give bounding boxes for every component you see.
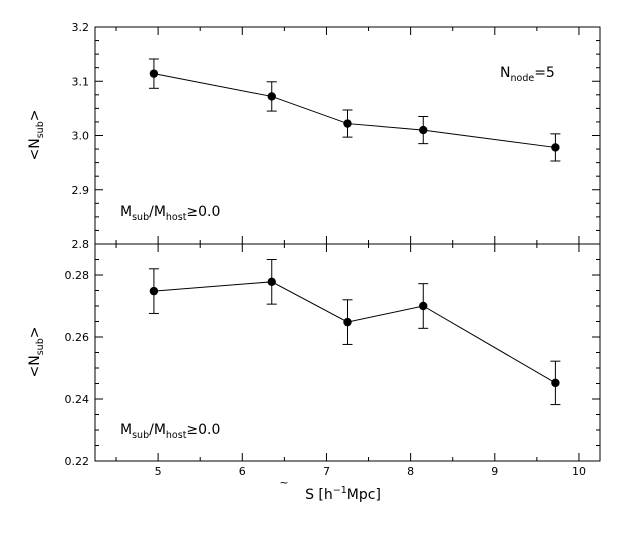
- x-tick-label: 8: [407, 465, 414, 478]
- node-count-annotation: Nnode=5: [500, 65, 555, 84]
- bottom-data-point: [551, 378, 560, 388]
- x-tick-label: 5: [155, 465, 162, 478]
- top-data-point: [419, 125, 428, 135]
- bottom-data-point: [343, 317, 352, 327]
- bottom-y-tick-label: 0.22: [65, 455, 90, 468]
- ticks-layer: [95, 26, 600, 462]
- top-mass-ratio-annotation: Msub/Mhost≥0.0: [120, 204, 220, 223]
- bottom-y-tick-label: 0.24: [65, 393, 90, 406]
- bottom-y-tick-label: 0.26: [65, 331, 90, 344]
- top-y-axis-label: <Nsub>: [27, 110, 46, 161]
- bottom-plot: [148, 259, 561, 406]
- top-y-tick-label: 2.9: [72, 184, 90, 197]
- bottom-mass-ratio-annotation: Msub/Mhost≥0.0: [120, 422, 220, 441]
- x-tick-label: 9: [491, 465, 498, 478]
- bottom-data-point: [149, 286, 159, 296]
- top-y-tick-label: 3.0: [72, 130, 90, 143]
- x-axis-label: S [h−1Mpc]: [305, 485, 381, 503]
- x-tick-label: 7: [323, 465, 330, 478]
- x-tick-label: 6: [239, 465, 246, 478]
- x-tick-label: 10: [572, 465, 586, 478]
- top-y-tick-label: 3.1: [72, 75, 90, 88]
- bottom-series-line: [153, 281, 556, 384]
- bottom-y-axis-label: <Nsub>: [27, 327, 46, 378]
- bottom-panel-frame: [94, 243, 601, 462]
- top-data-point: [267, 92, 276, 101]
- bottom-ytick-labels: 0.22 0.24 0.26 0.28: [65, 269, 90, 468]
- bottom-data-point: [267, 277, 276, 287]
- top-y-tick-label: 3.2: [72, 21, 90, 34]
- top-ytick-labels: 2.8 2.9 3.0 3.1 3.2: [72, 21, 90, 251]
- top-series-line: [153, 73, 556, 148]
- top-y-tick-label: 2.8: [72, 238, 90, 251]
- top-data-point: [343, 119, 352, 128]
- top-data-point: [149, 69, 159, 78]
- bottom-y-tick-label: 0.28: [65, 269, 90, 282]
- top-plot: [148, 58, 561, 162]
- x-axis-label-tilde: ~: [279, 476, 288, 489]
- x-tick-labels: 5 6 7 8 9 10: [155, 465, 586, 478]
- bottom-data-point: [419, 301, 428, 311]
- top-data-point: [551, 143, 560, 152]
